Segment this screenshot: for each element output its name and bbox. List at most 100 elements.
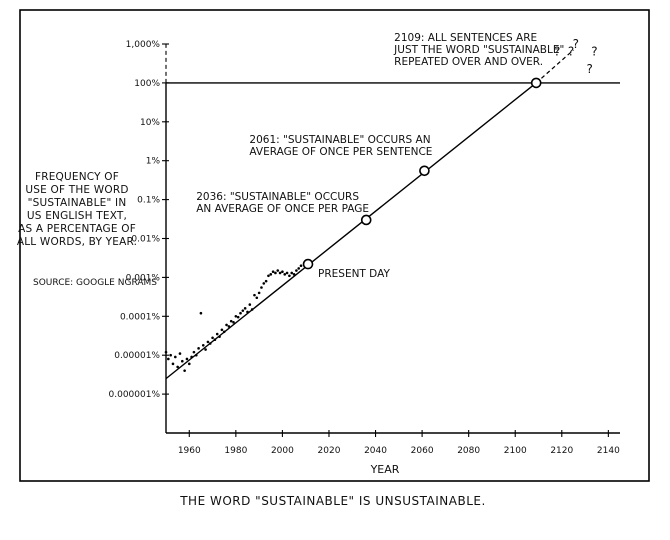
data-point [288,274,291,278]
milestone-label: PRESENT DAY [318,268,390,280]
y-tick-label: 0.01% [131,235,160,245]
comic-caption: THE WORD "SUSTAINABLE" IS UNSUSTAINABLE. [179,494,486,508]
milestone-label-line: PRESENT DAY [318,268,390,280]
data-point [197,347,200,350]
question-mark: ? [587,62,593,76]
data-point [206,340,210,344]
data-point [185,357,189,361]
data-point [199,311,203,315]
data-point [164,350,168,354]
data-point [167,357,170,361]
question-mark: ? [568,45,574,59]
x-tick-label: 2040 [364,446,387,456]
milestone-label: 2109: ALL SENTENCES ARE JUST THE WORD "SU… [393,32,564,68]
x-tick-label: 1960 [178,446,201,456]
x-tick-label: 2080 [457,446,480,456]
data-point [267,274,270,278]
y-tick-label: 1% [146,157,161,167]
data-point [187,362,191,366]
data-point [239,311,242,315]
data-point [274,271,277,275]
y-tick-label: 0.00001% [114,351,160,361]
data-point [194,353,198,357]
data-point [255,296,259,300]
data-point [262,282,266,285]
milestone-label: 2036: "SUSTAINABLE" OCCURS AN AVERAGE OF … [196,191,369,215]
x-tick-label: 2140 [597,446,620,456]
data-point [204,348,207,351]
panel-border [19,9,650,482]
data-point [250,308,254,311]
data-point [176,365,179,369]
y-axis-label-line: AS A PERCENTAGE OF [18,223,136,235]
y-tick-label: 0.0001% [120,312,160,322]
data-point [178,352,182,355]
data-point [222,330,226,334]
milestone-label-line: 2036: "SUSTAINABLE" OCCURS [196,191,359,203]
milestone-label-line: JUST THE WORD "SUSTAINABLE" [393,44,564,56]
data-point [241,309,245,312]
source-note: SOURCE: GOOGLE NGRAMS [33,278,157,288]
data-point [183,369,186,372]
annotations: ? ???? PRESENT DAY 2036: "SUSTAINABLE" OCCU… [196,32,597,280]
milestone-label-line: AN AVERAGE OF ONCE PER PAGE [196,203,369,215]
data-point [211,336,214,340]
data-point [292,273,296,276]
data-point [248,303,252,306]
data-point [253,293,256,297]
question-mark: ? [591,45,597,59]
x-tick-label: 2020 [318,446,341,456]
data-point [201,343,205,347]
data-point [278,271,282,275]
data-point [260,286,263,289]
milestone-label: 2061: "SUSTAINABLE" OCCURS AN AVERAGE OF … [249,134,432,158]
milestone-marker [419,165,430,177]
question-mark: ? [554,45,560,59]
data-points [164,49,574,380]
data-point [257,291,261,295]
data-point [271,270,275,274]
x-axis-label: YEAR [370,463,400,476]
data-point [190,355,193,359]
data-point [269,273,273,276]
data-point [264,279,268,283]
y-axis-label-line: USE OF THE WORD [25,184,128,196]
data-point [174,355,177,359]
data-point [227,325,231,328]
milestone-marker [360,214,372,226]
data-point [208,342,212,345]
y-axis-label-line: "SUSTAINABLE" IN [28,197,127,209]
milestone-label-line: REPEATED OVER AND OVER. [394,56,543,68]
data-point [215,332,219,336]
y-tick-label: 1,000% [126,40,161,50]
data-point [281,270,284,274]
data-point [213,338,217,342]
x-tick-label: 2000 [271,446,294,456]
data-point [297,267,301,270]
data-point [169,353,172,357]
data-point [220,328,224,332]
data-point [171,362,175,366]
y-tick-label: 0.1% [137,196,160,206]
data-point [290,271,294,275]
y-tick-label: 10% [140,118,160,128]
data-point [295,269,298,272]
milestone-label-line: 2109: ALL SENTENCES ARE [394,32,537,44]
trend-extension [535,49,574,84]
data-point [243,307,247,310]
y-tick-label: 100% [134,79,160,89]
y-axis-label-line: FREQUENCY OF [35,171,119,183]
y-axis-label: FREQUENCY OF USE OF THE WORD "SUSTAINABLE"… [17,171,137,248]
data-point [218,335,221,338]
question-mark: ? [573,37,579,51]
data-point [246,310,249,314]
y-tick-label: 0.001% [126,273,161,283]
data-point [192,350,196,354]
y-tick-label: 0.000001% [109,390,161,400]
milestone-marker [530,77,542,89]
data-point [285,271,289,275]
axes: 1,000% 100% 10% 1% 0.1% 0.01% 0.001% 0.0001% 0.0… [109,40,621,456]
x-tick-label: 2120 [550,446,573,456]
y-axis-label-line: US ENGLISH TEXT, [27,210,127,222]
